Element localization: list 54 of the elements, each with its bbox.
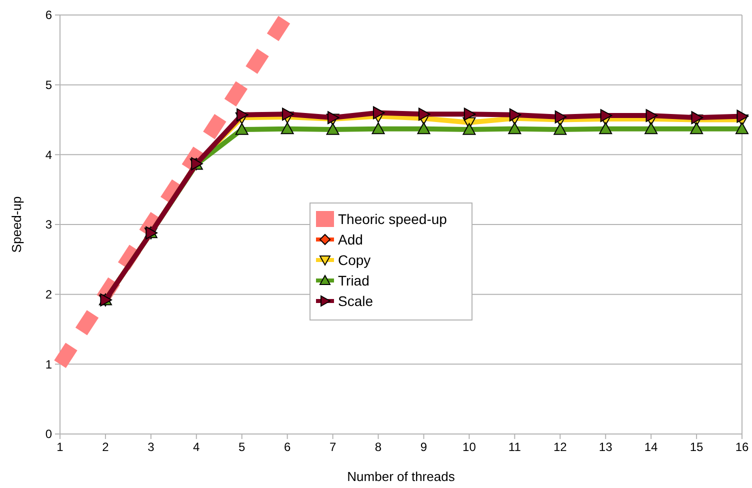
legend-label: Copy [338,252,371,268]
point [328,111,340,124]
legend-label: Triad [338,272,370,288]
x-tick-label: 7 [329,440,336,454]
x-tick-label: 9 [420,440,428,454]
x-tick-label: 10 [462,440,476,454]
legend-label: Theoric speed-up [338,210,448,227]
point [280,122,294,134]
x-axis-title: Number of threads [347,469,456,484]
point [599,122,612,134]
y-tick-label: 3 [45,218,52,232]
x-tick-label: 2 [102,440,110,454]
point [691,111,704,124]
point [236,108,248,122]
x-tick-label: 12 [553,440,568,454]
point [646,109,658,122]
x-tick-label: 11 [508,440,522,454]
point [462,123,476,135]
x-tick-label: 15 [690,440,704,454]
y-tick-label: 4 [45,148,52,162]
y-tick-label: 0 [45,427,52,442]
x-tick-label: 8 [374,440,382,454]
y-tick-label: 2 [45,288,52,302]
point [235,123,248,135]
y-tick-label: 5 [45,78,52,92]
point [554,123,567,135]
point [464,108,476,121]
x-tick-label: 6 [284,440,291,454]
x-tick-label: 14 [644,440,658,454]
x-tick-label: 4 [193,440,200,454]
point [326,123,340,135]
point [644,122,658,134]
legend-label: Scale [338,292,374,309]
x-tick-label: 1 [56,440,64,454]
x-tick-label: 13 [598,440,613,454]
point [418,108,430,121]
point [372,106,385,120]
y-axis-title: Speed-up [9,196,24,253]
point [690,122,704,134]
point [509,108,522,122]
point [417,122,430,134]
x-tick-label: 5 [238,440,246,454]
point [736,110,748,123]
point [372,122,385,134]
point [554,110,567,124]
y-tick-label: 6 [45,8,52,22]
point [600,109,612,122]
x-tick-label: 16 [735,440,749,454]
y-tick-label: 1 [45,357,52,372]
point [282,108,294,121]
x-tick-label: 3 [148,440,155,454]
point [736,122,748,134]
legend-label: Add [338,231,363,248]
point [508,122,522,134]
